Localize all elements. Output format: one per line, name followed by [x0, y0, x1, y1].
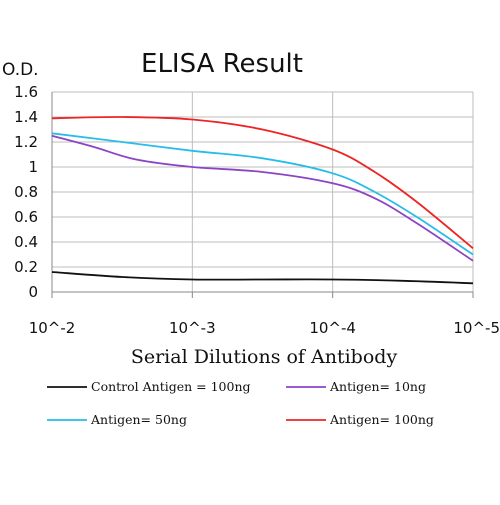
series-line-antigen-100ng: [51, 116, 474, 249]
x-tick-label: 10^-3: [169, 319, 216, 337]
legend-label: Antigen= 10ng: [329, 379, 426, 394]
y-tick-labels: 0 0.2 0.4 0.6 0.8 1 1.2 1.4 1.6: [14, 83, 38, 301]
y-axis-label: O.D.: [2, 60, 39, 80]
legend-label: Antigen= 50ng: [90, 412, 187, 427]
legend-label: Antigen= 100ng: [329, 412, 434, 427]
y-tick-label: 1: [28, 158, 38, 176]
chart-title: ELISA Result: [141, 49, 303, 79]
series-line-antigen-10ng: [51, 134, 474, 262]
axis-layer: [51, 92, 474, 298]
x-tick-labels: 10^-2 10^-3 10^-4 10^-5: [29, 319, 500, 337]
legend-item: Antigen= 50ng: [47, 412, 187, 427]
x-tick-label: 10^-2: [29, 319, 76, 337]
x-tick-label: 10^-5: [453, 319, 500, 337]
y-tick-label: 1.4: [14, 108, 38, 126]
x-tick-label: 10^-4: [309, 319, 356, 337]
legend-item: Control Antigen = 100ng: [47, 379, 251, 394]
y-tick-label: 1.6: [14, 83, 38, 101]
y-tick-label: 1.2: [14, 133, 38, 151]
x-axis-label: Serial Dilutions of Antibody: [131, 346, 398, 368]
y-tick-label: 0.4: [14, 233, 38, 251]
series-layer: [51, 116, 474, 285]
grid-layer: [52, 91, 474, 292]
y-tick-label: 0.6: [14, 208, 38, 226]
y-tick-label: 0.2: [14, 258, 38, 276]
series-line-control-antigen-100ng: [51, 271, 474, 285]
legend: Control Antigen = 100ng Antigen= 10ng Anti…: [47, 379, 434, 427]
series-line-antigen-50ng: [51, 132, 474, 256]
legend-label: Control Antigen = 100ng: [91, 379, 251, 394]
legend-item: Antigen= 10ng: [286, 379, 426, 394]
y-tick-label: 0: [28, 283, 38, 301]
legend-item: Antigen= 100ng: [286, 412, 434, 427]
y-tick-label: 0.8: [14, 183, 38, 201]
